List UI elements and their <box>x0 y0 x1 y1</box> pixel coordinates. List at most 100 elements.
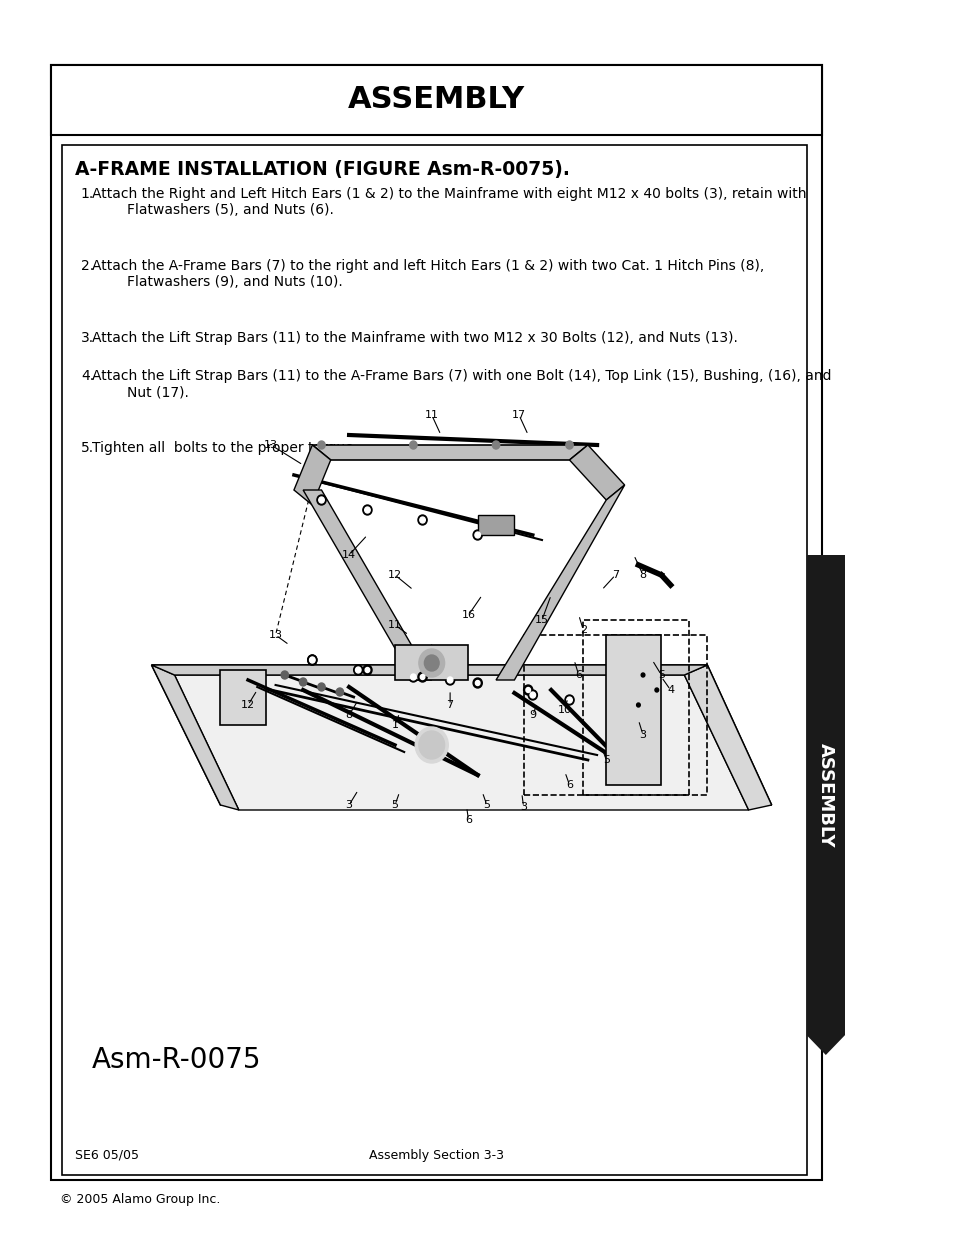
Polygon shape <box>152 664 771 805</box>
Circle shape <box>418 650 444 677</box>
Text: 14: 14 <box>341 550 355 559</box>
Circle shape <box>362 505 372 515</box>
Circle shape <box>409 441 416 450</box>
Circle shape <box>417 672 427 682</box>
Circle shape <box>408 672 417 682</box>
Text: ASSEMBLY: ASSEMBLY <box>348 84 524 114</box>
Polygon shape <box>606 635 660 785</box>
Circle shape <box>364 508 370 513</box>
Text: 7: 7 <box>446 700 454 710</box>
Circle shape <box>564 695 574 705</box>
Polygon shape <box>174 676 748 810</box>
Circle shape <box>419 517 425 522</box>
Text: 5: 5 <box>658 671 664 680</box>
Polygon shape <box>569 445 624 500</box>
Circle shape <box>525 688 530 693</box>
Circle shape <box>308 655 316 664</box>
Text: 16: 16 <box>461 610 475 620</box>
Polygon shape <box>805 1035 844 1055</box>
Circle shape <box>281 671 288 679</box>
Text: 2.: 2. <box>81 259 93 273</box>
Circle shape <box>566 697 572 703</box>
Text: 2: 2 <box>579 625 586 635</box>
Polygon shape <box>152 664 238 810</box>
Circle shape <box>362 664 372 676</box>
Circle shape <box>316 495 326 505</box>
Text: 8: 8 <box>345 710 353 720</box>
Circle shape <box>475 680 479 685</box>
Text: 6: 6 <box>464 815 472 825</box>
Text: 6: 6 <box>565 781 573 790</box>
Circle shape <box>415 727 448 763</box>
Circle shape <box>317 441 325 450</box>
Text: 13: 13 <box>264 440 277 450</box>
Circle shape <box>475 532 480 538</box>
Text: 3: 3 <box>639 730 646 740</box>
Text: 1: 1 <box>391 720 398 730</box>
Circle shape <box>309 657 314 663</box>
Text: 3.: 3. <box>81 331 93 345</box>
Circle shape <box>636 703 639 706</box>
Text: 3: 3 <box>519 802 527 811</box>
Text: 5: 5 <box>483 800 490 810</box>
Bar <box>523 635 706 795</box>
Text: Tighten all  bolts to the proper torque.: Tighten all bolts to the proper torque. <box>91 441 357 454</box>
Text: Assembly Section 3-3: Assembly Section 3-3 <box>369 1149 503 1161</box>
Text: 1.: 1. <box>81 186 94 201</box>
Polygon shape <box>312 445 587 459</box>
Text: © 2005 Alamo Group Inc.: © 2005 Alamo Group Inc. <box>60 1193 220 1207</box>
Text: 3: 3 <box>345 800 353 810</box>
Circle shape <box>523 685 532 695</box>
Text: 12: 12 <box>241 700 254 710</box>
Text: Attach the Lift Strap Bars (11) to the Mainframe with two M12 x 30 Bolts (12), a: Attach the Lift Strap Bars (11) to the M… <box>91 331 737 345</box>
Text: SE6 05/05: SE6 05/05 <box>75 1149 139 1161</box>
Polygon shape <box>294 445 331 505</box>
Circle shape <box>335 688 343 697</box>
Circle shape <box>530 692 535 698</box>
Text: ASSEMBLY: ASSEMBLY <box>816 742 834 847</box>
Polygon shape <box>477 515 514 535</box>
Text: 10: 10 <box>558 705 572 715</box>
Circle shape <box>640 673 644 677</box>
Circle shape <box>365 667 370 673</box>
Text: 5.: 5. <box>81 441 93 454</box>
Text: 13: 13 <box>269 630 282 640</box>
Circle shape <box>473 678 482 688</box>
Bar <box>51 65 821 135</box>
Text: 6: 6 <box>575 671 581 680</box>
Circle shape <box>355 667 360 673</box>
Circle shape <box>420 674 424 679</box>
Text: 17: 17 <box>512 410 525 420</box>
Circle shape <box>410 674 416 680</box>
Text: 11: 11 <box>424 410 438 420</box>
Circle shape <box>655 688 658 692</box>
Circle shape <box>317 683 325 692</box>
Circle shape <box>492 441 499 450</box>
Circle shape <box>310 657 314 662</box>
Text: 5: 5 <box>602 755 609 764</box>
Text: 4.: 4. <box>81 369 93 383</box>
Text: 7: 7 <box>611 571 618 580</box>
Polygon shape <box>152 664 706 676</box>
Text: 8: 8 <box>639 571 646 580</box>
Text: Attach the Lift Strap Bars (11) to the A-Frame Bars (7) with one Bolt (14), Top : Attach the Lift Strap Bars (11) to the A… <box>91 369 830 399</box>
Text: Attach the Right and Left Hitch Ears (1 & 2) to the Mainframe with eight M12 x 4: Attach the Right and Left Hitch Ears (1 … <box>91 186 805 217</box>
Bar <box>582 620 688 795</box>
Bar <box>51 65 821 1179</box>
Text: 4: 4 <box>666 685 674 695</box>
Circle shape <box>354 664 362 676</box>
Circle shape <box>528 690 537 700</box>
Polygon shape <box>496 485 624 680</box>
Polygon shape <box>220 671 266 725</box>
Circle shape <box>417 515 427 525</box>
Circle shape <box>445 676 455 685</box>
Text: 9: 9 <box>529 710 536 720</box>
Bar <box>62 144 805 1174</box>
Polygon shape <box>395 645 468 680</box>
Circle shape <box>473 530 482 540</box>
Polygon shape <box>683 664 771 810</box>
Text: 5: 5 <box>391 800 398 810</box>
Text: 15: 15 <box>535 615 548 625</box>
Circle shape <box>447 677 453 683</box>
Circle shape <box>565 441 573 450</box>
